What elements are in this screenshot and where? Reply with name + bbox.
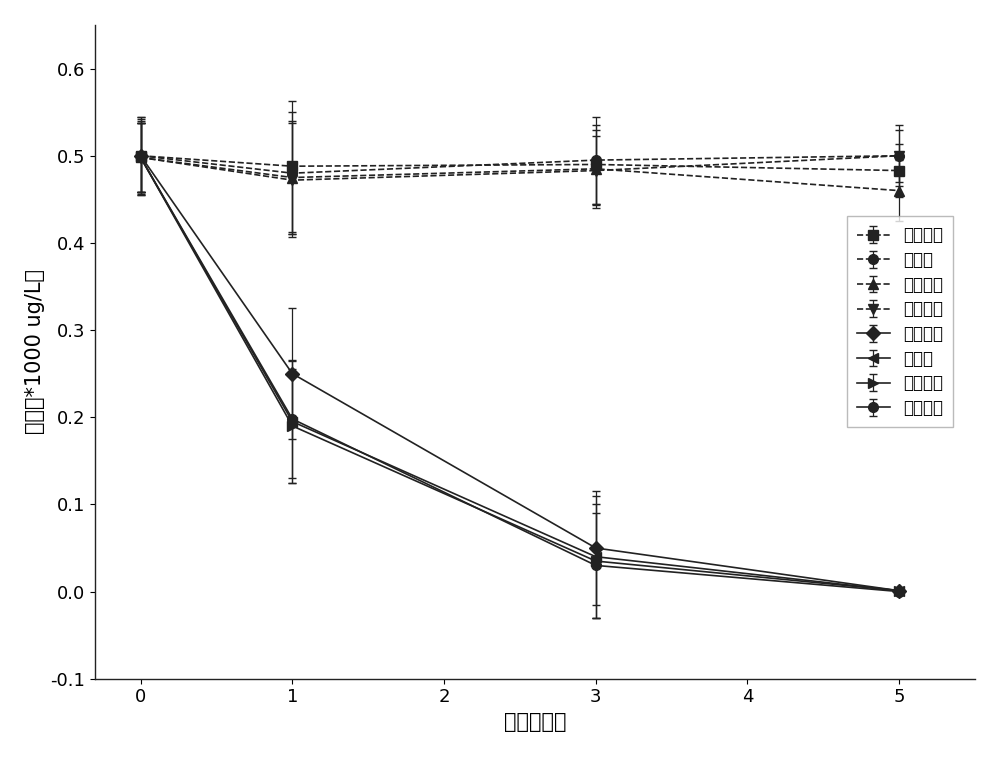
Y-axis label: 浓度（*1000 ug/L）: 浓度（*1000 ug/L） [25,269,45,435]
X-axis label: 时间（天）: 时间（天） [504,712,566,732]
Legend: 氧四环素, 四环素, 氯四环素, 强力霉素, 氧四环素, 四环素, 氯四环素, 强力霉素: 氧四环素, 四环素, 氯四环素, 强力霉素, 氧四环素, 四环素, 氯四环素, … [847,217,953,427]
